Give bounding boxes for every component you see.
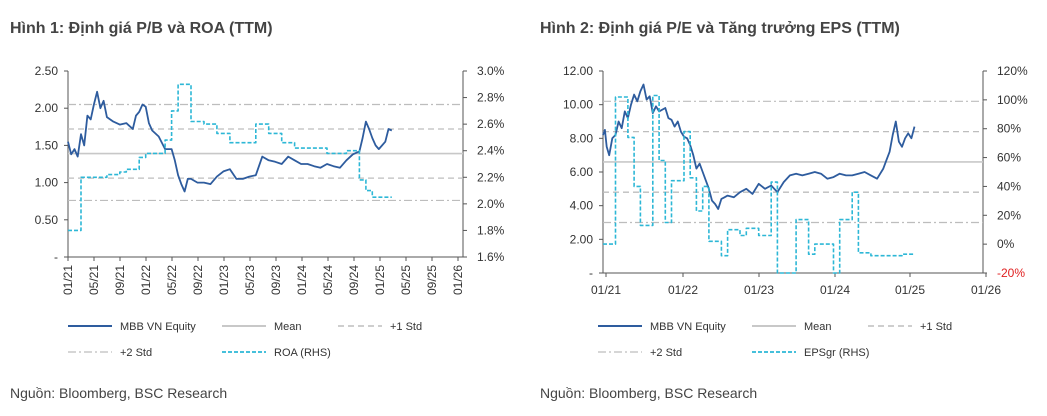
- chart1-series-rhs: [68, 83, 392, 232]
- chart2-y2-tick-label: 100%: [997, 93, 1028, 107]
- chart2-y-tick-label: 6.00: [570, 165, 594, 179]
- chart1-x-tick-label: 09/25: [425, 265, 439, 295]
- chart2-y2-tick-label: 80%: [997, 122, 1021, 136]
- chart2-legend-label: +1 Std: [920, 321, 952, 333]
- chart1-y2-tick-label: 1.6%: [477, 250, 505, 264]
- chart2-y-tick-label: 2.00: [570, 232, 594, 246]
- chart2-x-tick-label: 01/25: [895, 283, 925, 297]
- chart2-x-tick-label: 01/26: [971, 283, 1001, 297]
- chart1-y-tick-label: 2.50: [35, 64, 59, 78]
- chart2-x-tick-label: 01/23: [744, 283, 774, 297]
- chart1-x-tick-label: 05/21: [87, 265, 101, 295]
- chart2-x-tick-label: 01/21: [591, 283, 621, 297]
- chart1-y-tick-label: 1.50: [35, 138, 59, 152]
- chart1-y-tick-label: -: [54, 250, 58, 264]
- chart1-y-tick-label: 0.50: [35, 213, 59, 227]
- chart1-x-tick-label: 05/24: [321, 265, 335, 295]
- chart1-x-tick-label: 05/25: [399, 265, 413, 295]
- chart1-title: Hình 1: Định giá P/B và ROA (TTM): [10, 20, 273, 37]
- chart1-x-tick-label: 09/22: [191, 265, 205, 295]
- chart1-source: Nguồn: Bloomberg, BSC Research: [10, 385, 228, 401]
- chart1-x-tick-label: 09/23: [269, 265, 283, 295]
- chart1-y2-tick-label: 3.0%: [477, 64, 505, 78]
- chart1-x-tick-label: 09/21: [113, 265, 127, 295]
- chart2-y-tick-label: 12.00: [563, 64, 593, 78]
- chart1-y2-tick-label: 1.8%: [477, 223, 505, 237]
- chart2-y2-tick-label: 20%: [997, 208, 1021, 222]
- chart2-y-tick-label: 8.00: [570, 131, 594, 145]
- chart2-y-tick-label: 4.00: [570, 199, 594, 213]
- chart1-y2-tick-label: 2.6%: [477, 117, 505, 131]
- chart2-y2-tick-label: 40%: [997, 179, 1021, 193]
- chart2-legend-label: MBB VN Equity: [650, 321, 726, 333]
- chart2-y2-tick-label: 0%: [997, 237, 1015, 251]
- chart2-y2-tick-label: 120%: [997, 64, 1028, 78]
- chart1-legend-label: ROA (RHS): [274, 347, 331, 359]
- chart1-x-tick-label: 01/22: [139, 265, 153, 295]
- chart1-series-equity: [67, 90, 393, 193]
- chart1-x-tick-label: 01/23: [217, 265, 231, 295]
- chart2-legend-label: +2 Std: [650, 347, 682, 359]
- chart2-title: Hình 2: Định giá P/E và Tăng trưởng EPS …: [540, 20, 900, 37]
- chart2-x-tick-label: 01/22: [668, 283, 698, 297]
- chart1-legend-label: MBB VN Equity: [120, 321, 196, 333]
- chart2-y2-tick-label: -20%: [997, 266, 1025, 280]
- chart2-series-rhs: [603, 94, 915, 274]
- chart2-y-tick-label: -: [589, 266, 593, 280]
- chart1-y2-tick-label: 2.4%: [477, 144, 505, 158]
- chart1-x-tick-label: 01/24: [295, 265, 309, 295]
- chart2-legend-label: EPSgr (RHS): [804, 347, 869, 359]
- chart2-source: Nguồn: Bloomberg, BSC Research: [540, 385, 758, 401]
- chart2-x-tick-label: 01/24: [820, 283, 850, 297]
- chart1-legend-label: +2 Std: [120, 347, 152, 359]
- chart1-x-tick-label: 09/24: [347, 265, 361, 295]
- chart1-y2-tick-label: 2.0%: [477, 197, 505, 211]
- chart1-y2-tick-label: 2.2%: [477, 170, 505, 184]
- chart1-x-tick-label: 01/21: [61, 265, 75, 295]
- chart1-x-tick-label: 05/22: [165, 265, 179, 295]
- chart1-y2-tick-label: 2.8%: [477, 91, 505, 105]
- chart1-x-tick-label: 01/26: [451, 265, 465, 295]
- chart1-x-tick-label: 01/25: [373, 265, 387, 295]
- chart1-y-tick-label: 2.00: [35, 101, 59, 115]
- chart1-y-tick-label: 1.00: [35, 176, 59, 190]
- chart2-legend-label: Mean: [804, 321, 832, 333]
- chart2-series-equity: [602, 83, 916, 210]
- chart1-legend-label: +1 Std: [390, 321, 422, 333]
- chart1-legend-label: Mean: [274, 321, 302, 333]
- chart1-x-tick-label: 05/23: [243, 265, 257, 295]
- chart2-y-tick-label: 10.00: [563, 98, 593, 112]
- chart2-y2-tick-label: 60%: [997, 151, 1021, 165]
